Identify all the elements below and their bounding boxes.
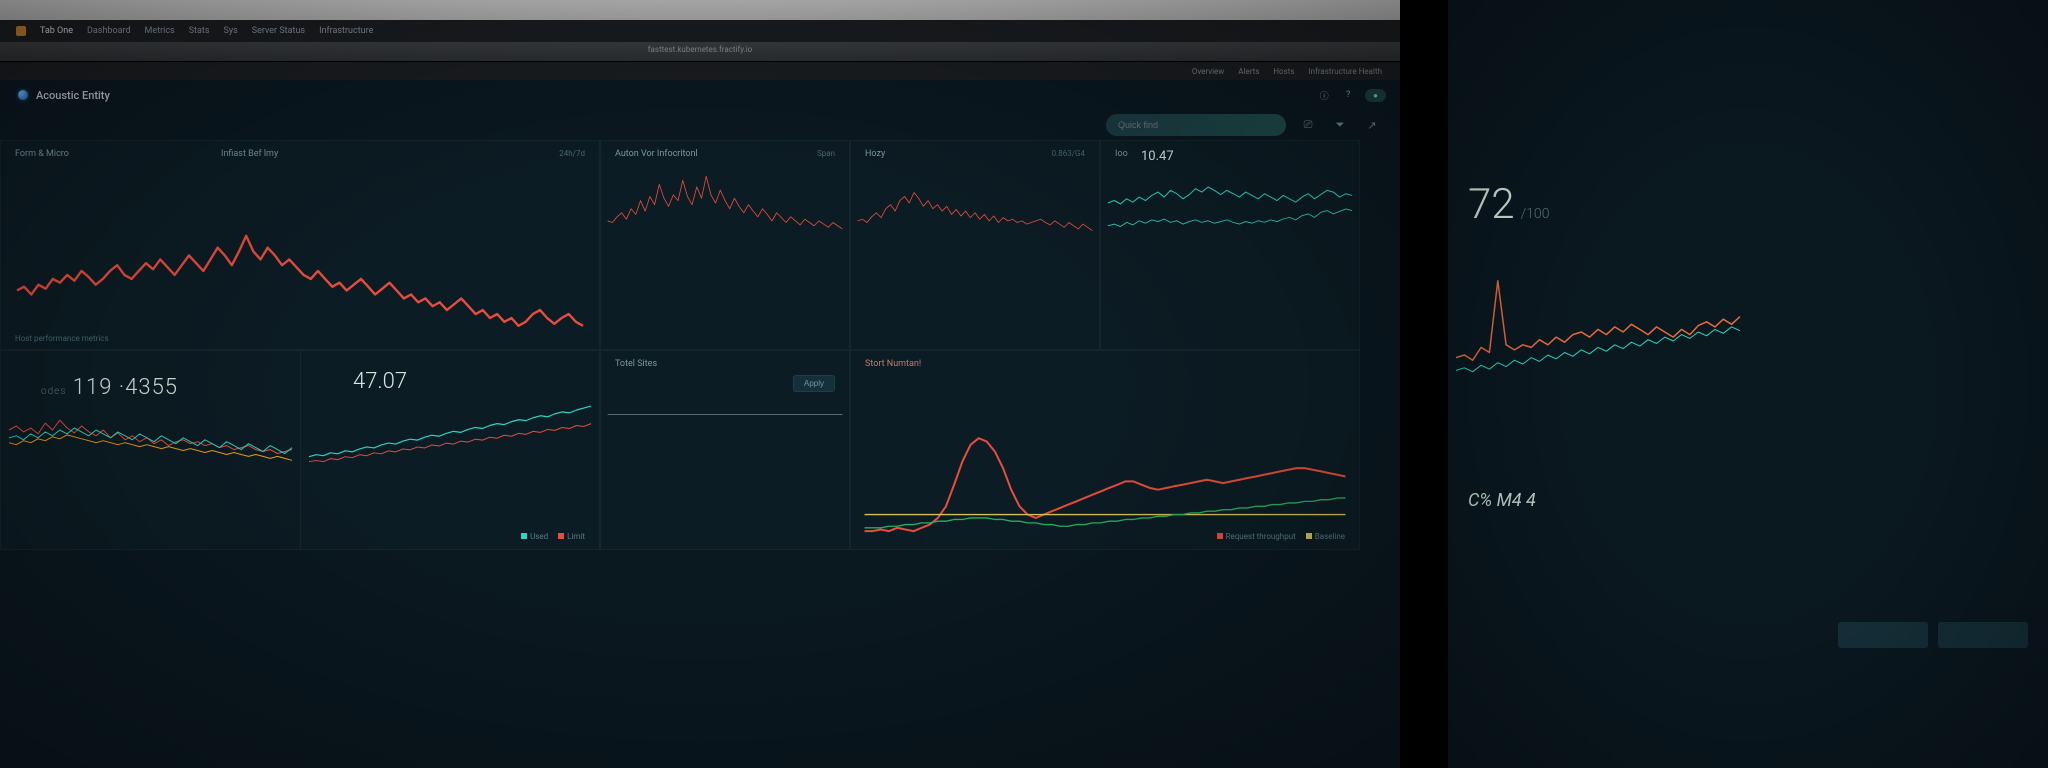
panel-ioo[interactable]: Ioo 10.47 <box>1100 140 1360 350</box>
chart-multiline <box>1448 240 1748 420</box>
browser-tab[interactable]: Server Status <box>252 26 305 36</box>
subnav-link[interactable]: Hosts <box>1273 67 1294 76</box>
search-input[interactable] <box>1106 114 1286 136</box>
info-icon[interactable]: ⓘ <box>1317 88 1331 102</box>
legend-item: Used <box>530 532 548 541</box>
browser-tab[interactable]: Sys <box>223 26 237 36</box>
legend-item: Limit <box>567 532 585 541</box>
chart-line <box>1 141 599 350</box>
side-action-button[interactable] <box>1938 622 2028 648</box>
browser-tab[interactable]: Metrics <box>145 26 175 36</box>
app-header: Acoustic Entity ⓘ ? ● <box>0 80 1400 110</box>
panel-form-micro[interactable]: Form & Micro Infiast Bef lmy 24h/7d Host… <box>0 140 600 350</box>
subnav-link[interactable]: Overview <box>1192 67 1224 76</box>
brand-title: Acoustic Entity <box>36 89 110 102</box>
panel-auton[interactable]: Auton Vor Infocritonl Span <box>600 140 850 350</box>
side-action-button[interactable] <box>1838 622 1928 648</box>
panel-odes[interactable]: odes 119 ·4355 47.07 Used Limit <box>0 350 600 550</box>
bezel-gap <box>1400 0 1448 768</box>
browser-tab[interactable]: Tab One <box>40 26 73 36</box>
side-list-row[interactable] <box>1468 460 2028 486</box>
chart-legend: Used Limit <box>521 532 585 541</box>
browser-tab[interactable]: Infrastructure <box>319 26 373 36</box>
chart-legend: Request throughput Baseline <box>1217 532 1345 541</box>
dashboard-grid: Form & Micro Infiast Bef lmy 24h/7d Host… <box>0 140 1382 748</box>
chart-multiline <box>851 351 1359 550</box>
status-pill[interactable]: ● <box>1365 89 1386 102</box>
stat-unit: /100 <box>1521 206 1550 222</box>
app-menu-icon[interactable] <box>16 26 26 36</box>
browser-subnav: Overview Alerts Hosts Infrastructure Hea… <box>0 62 1400 80</box>
help-icon[interactable]: ? <box>1341 88 1355 102</box>
browser-tab[interactable]: Stats <box>189 26 210 36</box>
brand-logo-icon <box>18 90 28 100</box>
share-icon[interactable]: ↗ <box>1362 115 1382 135</box>
panel-total-sites[interactable]: Totel Sites Apply <box>600 350 850 550</box>
stat-value: 72 <box>1468 180 1515 229</box>
side-label: C% M4 4 <box>1468 490 1536 511</box>
side-list-row[interactable] <box>1468 430 2028 456</box>
secondary-monitor: 72/100 C% M4 4 <box>1448 0 2048 768</box>
filter-icon[interactable]: ⏷ <box>1330 115 1350 135</box>
chart-multiline <box>1 351 300 501</box>
subnav-link[interactable]: Alerts <box>1238 67 1259 76</box>
subnav-link[interactable]: Infrastructure Health <box>1309 67 1383 76</box>
chart-multiline <box>301 351 599 500</box>
panel-stort[interactable]: Stort Numtan! Request throughput Baselin… <box>850 350 1360 550</box>
chart-line <box>601 351 849 475</box>
chart-line <box>851 141 1099 265</box>
url-hint: fasttest.kubernetes.fractify.io <box>648 45 752 54</box>
chart-multiline <box>1101 141 1359 270</box>
action-row: ⎚ ⏷ ↗ <box>0 110 1400 140</box>
side-big-metric: 72/100 <box>1468 180 1549 229</box>
primary-monitor: Tab One Dashboard Metrics Stats Sys Serv… <box>0 0 1400 768</box>
legend-item: Baseline <box>1315 532 1345 541</box>
legend-item: Request throughput <box>1226 532 1296 541</box>
browser-tab[interactable]: Dashboard <box>87 26 131 36</box>
panel-footer-label: Host performance metrics <box>15 334 109 343</box>
browser-tab-strip: Tab One Dashboard Metrics Stats Sys Serv… <box>0 20 1400 42</box>
filter-icon[interactable]: ⎚ <box>1298 115 1318 135</box>
app-brand[interactable]: Acoustic Entity <box>18 89 110 102</box>
browser-url-bar[interactable]: fasttest.kubernetes.fractify.io <box>0 42 1400 62</box>
os-titlebar <box>0 0 1400 20</box>
chart-line <box>601 141 849 265</box>
panel-hozy[interactable]: Hozy 0.863/G4 <box>850 140 1100 350</box>
